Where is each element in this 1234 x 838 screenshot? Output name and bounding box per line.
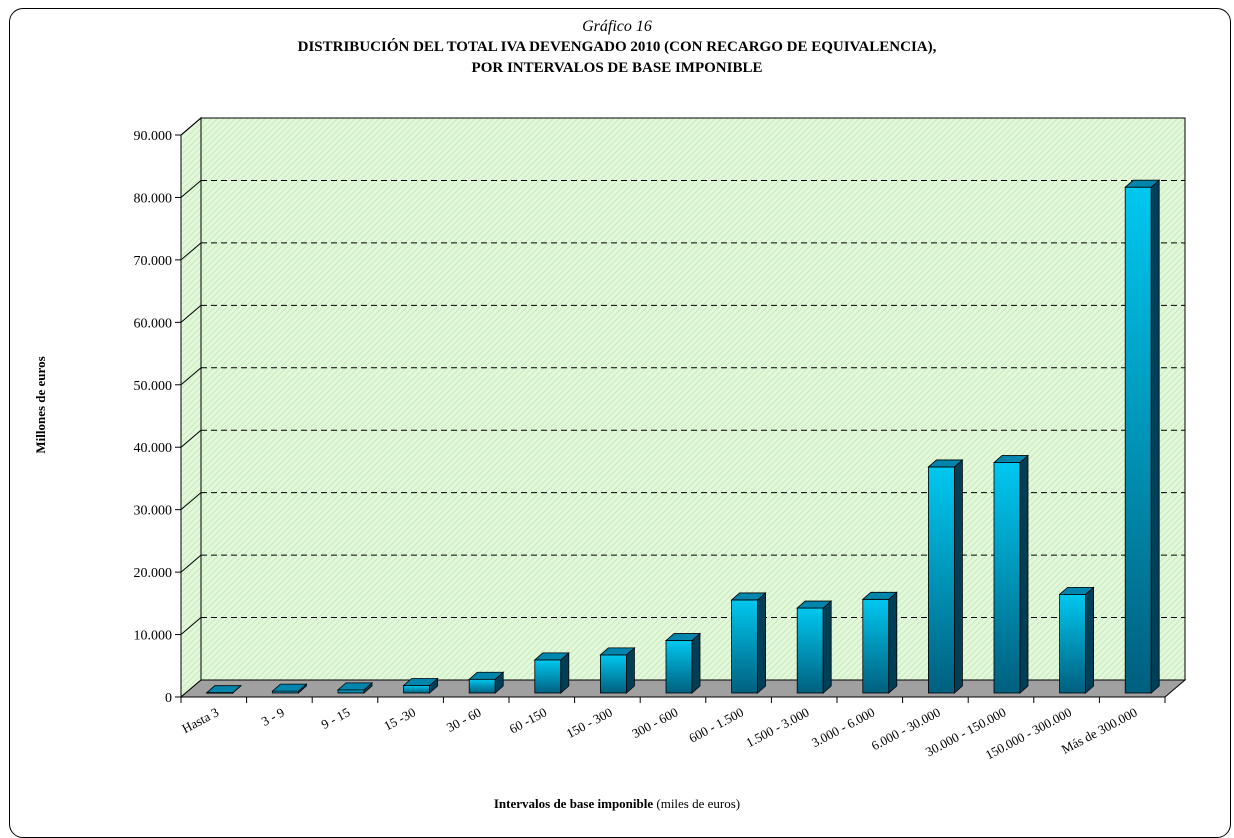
bar — [861, 591, 898, 694]
bar-top — [861, 591, 898, 600]
gridline-side — [180, 180, 202, 198]
bar-front — [928, 466, 955, 694]
x-axis-label-bold: Intervalos de base imponible — [493, 796, 654, 811]
gridline-side — [180, 492, 202, 511]
bar-side — [626, 647, 635, 694]
bar — [271, 683, 308, 694]
bar-top — [992, 455, 1030, 463]
bar-side — [1085, 586, 1094, 694]
plot-side-wall — [180, 116, 202, 699]
bar — [1124, 179, 1161, 694]
bar-side — [888, 591, 898, 694]
bar — [533, 652, 570, 694]
bar-top — [664, 633, 702, 641]
bar-front — [534, 659, 562, 694]
y-tick-label: 10.000 — [134, 629, 173, 644]
chart-title: DISTRIBUCIÓN DEL TOTAL IVA DEVENGADO 201… — [0, 37, 1234, 79]
bar-front — [993, 462, 1021, 694]
y-tick-label: 30.000 — [134, 504, 173, 519]
x-tick-label: 3 - 9 — [259, 704, 287, 728]
bar-front — [731, 599, 758, 694]
bar-front — [600, 654, 627, 694]
bar-chart: 0 10.000 20.000 30.000 40.000 50.000 60.000 70.… — [134, 116, 1187, 762]
bar — [927, 459, 964, 694]
gridline-side — [180, 304, 202, 323]
bar-side — [757, 592, 766, 694]
x-tick-label: 300 - 600 — [629, 704, 680, 741]
x-tick-label: Hasta 3 — [179, 704, 221, 736]
bar-front — [468, 678, 496, 694]
y-tick-label: 0 — [165, 691, 172, 706]
bar-top — [533, 652, 570, 661]
y-tick-label: 50.000 — [134, 379, 173, 394]
bar-front — [403, 685, 431, 694]
gridline-side — [180, 117, 202, 136]
bar-side — [1150, 179, 1160, 694]
bar-top — [599, 647, 636, 656]
gridline-side — [180, 367, 202, 386]
bar-top — [468, 671, 505, 680]
gridline-side — [180, 617, 202, 635]
x-tick-label: 1.500 - 3.000 — [743, 704, 811, 750]
bar — [599, 647, 636, 694]
chart-title-line-2: POR INTERVALOS DE BASE IMPONIBLE — [471, 60, 763, 76]
bar-top — [205, 685, 242, 694]
y-tick-label: 60.000 — [134, 316, 173, 331]
x-tick-label: 150 - 300 — [564, 704, 615, 741]
y-tick-label: 70.000 — [134, 254, 173, 269]
bar — [402, 677, 439, 694]
bar-front — [337, 689, 365, 694]
bar — [992, 454, 1030, 694]
bar-side — [954, 459, 963, 694]
y-tick-label: 40.000 — [134, 441, 173, 456]
x-tick-label: 60 -150 — [507, 704, 549, 736]
x-axis-label: Intervalos de base imponible (miles de e… — [0, 796, 1234, 812]
y-tick-label: 20.000 — [134, 566, 173, 581]
bar — [336, 681, 374, 694]
plot-back-wall — [200, 117, 1186, 681]
gridline-side — [180, 429, 202, 448]
bar-side — [822, 600, 832, 694]
bar-top — [336, 682, 374, 691]
x-axis-label-units: (miles de euros) — [656, 796, 741, 811]
bar-side — [1019, 454, 1029, 694]
bar — [1058, 586, 1095, 694]
x-tick-label: 9 - 15 — [319, 704, 353, 731]
x-tick-label: 30 - 60 — [444, 704, 484, 735]
x-tick-label: 15 -30 — [381, 704, 418, 733]
gridline-side — [180, 242, 202, 261]
bar-top — [796, 600, 833, 609]
figure-caption: Gráfico 16 — [582, 18, 652, 35]
bar-top — [730, 592, 767, 601]
bar-side — [691, 632, 701, 694]
chart-title-line-1: DISTRIBUCIÓN DEL TOTAL IVA DEVENGADO 201… — [297, 39, 937, 55]
bar — [468, 671, 505, 694]
bar — [796, 600, 833, 694]
x-tick-label: 600 - 1.500 — [686, 704, 746, 745]
bar-front — [665, 640, 693, 694]
bar-front — [796, 607, 824, 694]
bar-front — [1059, 593, 1086, 694]
bar — [664, 632, 702, 694]
bar — [205, 684, 242, 694]
bar-top — [402, 678, 439, 686]
bar-top — [1058, 586, 1095, 595]
bar — [730, 592, 767, 694]
y-tick-label: 90.000 — [134, 129, 173, 144]
bar-front — [862, 598, 890, 694]
y-tick-label: 80.000 — [134, 191, 173, 206]
bar-top — [271, 683, 308, 692]
x-tick-label: 3.000 - 6.000 — [809, 704, 877, 750]
gridline-side — [180, 554, 202, 573]
bar-front — [1124, 186, 1152, 694]
bar-top — [927, 459, 964, 468]
bar-top — [1124, 179, 1161, 188]
